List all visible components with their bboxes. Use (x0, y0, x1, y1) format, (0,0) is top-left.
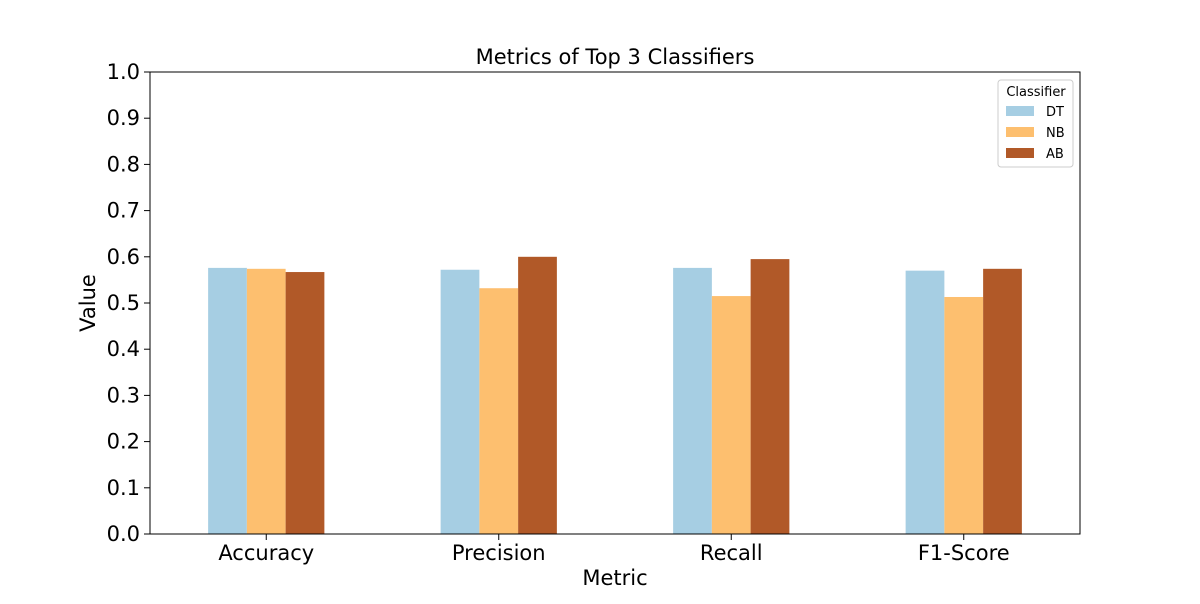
bar-dt-recall (673, 267, 712, 534)
x-axis: Accuracy Precision Recall F1-Score (218, 534, 1010, 565)
legend-title: Classifier (1006, 85, 1066, 100)
legend-label-dt: DT (1046, 105, 1064, 120)
y-tick-label: 0.5 (107, 291, 140, 315)
y-tick-label: 1.0 (107, 60, 140, 84)
bar-nb-recall (711, 296, 751, 534)
y-axis-label: Value (76, 274, 100, 332)
x-tick-label: Precision (452, 541, 546, 565)
y-tick-label: 0.7 (107, 199, 140, 223)
y-tick-label: 0.2 (107, 430, 140, 454)
y-tick-label: 0.0 (107, 522, 140, 546)
bar-dt-precision (440, 269, 480, 534)
bar-ab-recall (750, 259, 790, 534)
legend-frame (997, 79, 1074, 168)
legend-swatch-dt (1006, 106, 1034, 116)
legend: Classifier DT NB AB (997, 79, 1074, 168)
plot-frame (149, 71, 1081, 535)
bar-dt-f1-score (905, 270, 945, 534)
y-axis: 0.0 0.1 0.2 0.3 0.4 0.5 0.6 0.7 0.8 0.9 1.0 (107, 60, 150, 546)
bar-dt-accuracy (208, 267, 247, 534)
bar-nb-f1-score (944, 296, 984, 534)
x-axis-label: Metric (582, 566, 647, 590)
bar-nb-accuracy (246, 268, 286, 534)
x-tick-label: Accuracy (218, 541, 314, 565)
y-tick-label: 0.6 (107, 245, 140, 269)
chart-title: Metrics of Top 3 Classifiers (476, 45, 755, 69)
y-tick-label: 0.4 (107, 337, 140, 361)
y-tick-label: 0.3 (107, 383, 140, 407)
bar-nb-precision (479, 288, 519, 534)
bar-ab-accuracy (285, 272, 325, 534)
bar-ab-precision (518, 256, 557, 534)
legend-label-nb: NB (1046, 126, 1065, 141)
y-tick-label: 0.8 (107, 152, 140, 176)
y-tick-label: 0.9 (107, 106, 140, 130)
x-tick-label: F1-Score (918, 541, 1010, 565)
x-tick-label: Recall (700, 541, 763, 565)
bars-group (208, 256, 1022, 534)
legend-swatch-ab (1006, 148, 1034, 158)
legend-swatch-nb (1006, 127, 1034, 137)
legend-label-ab: AB (1046, 147, 1064, 162)
bar-ab-f1-score (983, 268, 1022, 534)
y-tick-label: 0.1 (107, 476, 140, 500)
